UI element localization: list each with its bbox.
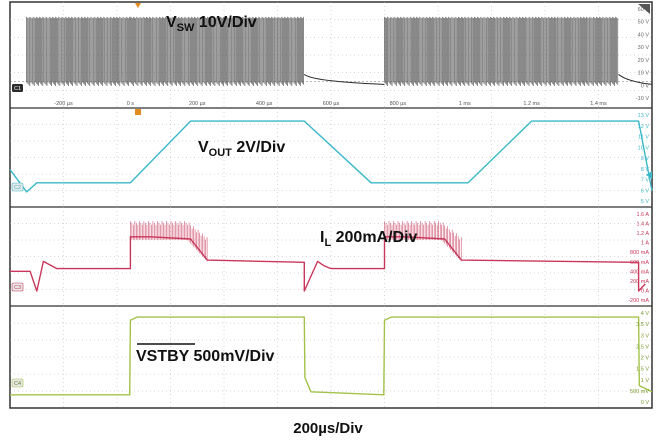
y-tick-label: -10 V bbox=[636, 96, 649, 102]
y-tick-label: 20 V bbox=[638, 58, 650, 64]
time-tick-label: -200 µs bbox=[54, 101, 73, 107]
y-tick-label: 2.5 V bbox=[636, 344, 649, 350]
y-tick-label: 0 V bbox=[641, 400, 650, 406]
y-tick-label: 1.4 A bbox=[636, 222, 649, 228]
y-tick-label: 9 V bbox=[641, 156, 650, 162]
vout-scale: 2V/Div bbox=[232, 139, 285, 156]
trigger-marker-mid bbox=[135, 109, 141, 115]
y-tick-label: 0 V bbox=[641, 83, 650, 89]
channel-badge-label: C1 bbox=[14, 86, 21, 92]
channel-badge-c3: C3 bbox=[11, 282, 24, 292]
vstby-scale-label: VSTBY 500mV/Div bbox=[136, 348, 275, 365]
y-tick-label: 7 V bbox=[641, 178, 650, 184]
y-tick-label: 6 V bbox=[641, 188, 650, 194]
vout-subscript: OUT bbox=[209, 147, 233, 159]
vsw-subscript: SW bbox=[177, 22, 195, 34]
vout-scale-label: VOUT 2V/Div bbox=[198, 139, 285, 159]
y-tick-label: 2 V bbox=[641, 356, 650, 362]
y-tick-label: 10 V bbox=[638, 145, 650, 151]
y-tick-label: 40 V bbox=[638, 32, 650, 38]
il-subscript: L bbox=[324, 237, 331, 249]
trace-vsw-idle bbox=[303, 73, 385, 85]
y-tick-label: 800 mA bbox=[630, 250, 649, 256]
vstby-scale: 500mV/Div bbox=[189, 348, 274, 365]
trace-il-ripple bbox=[130, 221, 462, 262]
y-tick-label: 600 mA bbox=[630, 260, 649, 266]
channel-badge-label: C2 bbox=[14, 185, 21, 191]
y-tick-label: 1.6 A bbox=[636, 212, 649, 218]
y-tick-label: 50 V bbox=[638, 20, 650, 26]
offset-marker-c2 bbox=[646, 171, 652, 179]
traces bbox=[9, 16, 653, 396]
y-tick-label: 1 V bbox=[641, 378, 650, 384]
il-symbol: I bbox=[320, 229, 324, 246]
time-tick-label: 1.4 ms bbox=[590, 101, 607, 107]
il-scale: 200mA/Div bbox=[331, 229, 417, 246]
trace-vout bbox=[9, 120, 653, 193]
timebase-label: 200µs/Div bbox=[293, 420, 363, 437]
channel-badge-c2: C2 bbox=[11, 182, 24, 192]
y-tick-label: 200 mA bbox=[630, 279, 649, 285]
y-tick-label: 0 A bbox=[641, 288, 649, 294]
y-tick-label: 400 mA bbox=[630, 269, 649, 275]
y-tick-label: 12 V bbox=[638, 124, 650, 130]
time-tick-label: 600 µs bbox=[323, 101, 340, 107]
channel-badge-label: C3 bbox=[14, 285, 21, 291]
channel-badge-c1: C1 bbox=[12, 84, 23, 92]
y-tick-label: 500 mV bbox=[630, 389, 649, 395]
y-tick-label: 10 V bbox=[638, 71, 650, 77]
vsw-scale: 10V/Div bbox=[194, 14, 256, 31]
y-tick-label: 30 V bbox=[638, 45, 650, 51]
time-tick-label: 1.2 ms bbox=[523, 101, 540, 107]
channel-badge-c4: C4 bbox=[11, 378, 24, 388]
y-tick-label: 3 V bbox=[641, 333, 650, 339]
y-tick-label: 60 V bbox=[638, 7, 650, 13]
trace-vsw-bursts bbox=[26, 16, 619, 86]
channel-badge-label: C4 bbox=[14, 381, 21, 387]
time-tick-label: 800 µs bbox=[390, 101, 407, 107]
time-tick-label: 400 µs bbox=[256, 101, 273, 107]
y-tick-label: 1.2 A bbox=[636, 231, 649, 237]
vstby-symbol: VSTBY bbox=[136, 348, 190, 365]
y-tick-label: -200 mA bbox=[628, 298, 649, 304]
il-scale-label: IL 200mA/Div bbox=[320, 229, 418, 249]
time-tick-label: 0 s bbox=[127, 101, 135, 107]
y-tick-label: 11 V bbox=[638, 135, 649, 141]
vsw-scale-label: VSW 10V/Div bbox=[166, 14, 257, 34]
y-tick-label: 3.5 V bbox=[636, 322, 649, 328]
vout-symbol: V bbox=[198, 139, 209, 156]
y-tick-label: 4 V bbox=[641, 311, 650, 317]
y-tick-label: 1.5 V bbox=[636, 367, 649, 373]
y-tick-label: 5 V bbox=[641, 199, 650, 205]
trace-vsw-idle bbox=[618, 73, 653, 85]
trigger-marker-top bbox=[135, 3, 141, 8]
time-tick-label: 200 µs bbox=[189, 101, 206, 107]
y-tick-label: 13 V bbox=[638, 113, 650, 119]
time-tick-label: 1 ms bbox=[459, 101, 471, 107]
y-tick-label: 8 V bbox=[641, 167, 650, 173]
trace-vstby bbox=[10, 316, 653, 396]
scroll-corner-icon bbox=[638, 4, 650, 14]
tick-labels: -200 µs 0 s 200 µs 400 µs 600 µs 800 µs 1 ms 1.… bbox=[54, 7, 649, 406]
y-tick-label: 1 A bbox=[641, 241, 649, 247]
vsw-symbol: V bbox=[166, 14, 177, 31]
